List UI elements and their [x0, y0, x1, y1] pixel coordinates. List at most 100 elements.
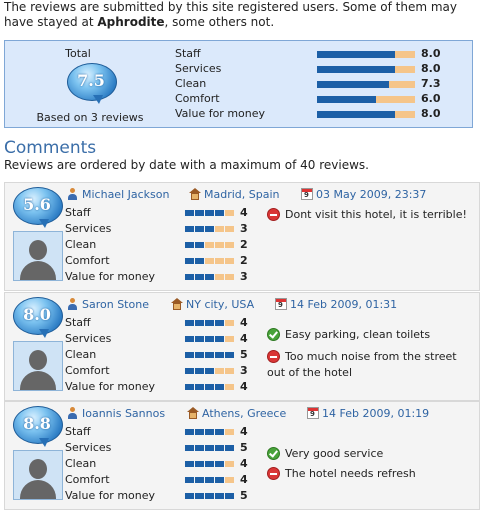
rating-segment — [205, 336, 214, 342]
rating-segment — [205, 368, 214, 374]
reviewer-name[interactable]: Saron Stone — [67, 297, 149, 313]
rating-segment — [215, 210, 224, 216]
check-icon — [267, 328, 280, 341]
summary-criterion: Staff 8.0 — [175, 46, 475, 62]
criterion-label: Staff — [65, 206, 91, 219]
check-icon — [267, 447, 280, 460]
rating-bar — [317, 81, 415, 88]
rating-segment — [195, 320, 204, 326]
positive-comment: Very good service — [267, 446, 475, 462]
rating-segment — [215, 445, 224, 451]
rating-segment — [225, 336, 234, 342]
reviewer-location-text: Athens, Greece — [202, 407, 287, 420]
rating-segment — [215, 242, 224, 248]
criterion-score: 4 — [240, 425, 248, 438]
criterion-label: Value for money — [65, 380, 156, 393]
review-date: 14 Feb 2009, 01:19 — [307, 406, 429, 422]
rating-segment — [195, 368, 204, 374]
rating-segment — [185, 274, 194, 280]
review-score: 5.6 — [23, 195, 51, 214]
summary-criterion: Value for money 8.0 — [175, 106, 475, 122]
rating-segment — [185, 445, 194, 451]
rating-segments — [185, 258, 235, 264]
review-score-bubble: 5.6 — [13, 187, 63, 229]
review-date-text: 14 Feb 2009, 01:19 — [322, 407, 430, 420]
criterion-label: Comfort — [65, 473, 110, 486]
rating-bar-fill — [317, 66, 396, 73]
rating-bar-fill — [317, 96, 376, 103]
rating-segments — [185, 352, 235, 358]
rating-segments — [185, 429, 235, 435]
reviewer-name-text[interactable]: Michael Jackson — [82, 188, 170, 201]
rating-segments — [185, 384, 235, 390]
review-criterion: Comfort 3 — [65, 363, 285, 379]
rating-segment — [185, 242, 194, 248]
criterion-label: Comfort — [65, 254, 110, 267]
home-icon — [189, 188, 201, 200]
rating-segment — [205, 226, 214, 232]
criterion-score: 2 — [240, 254, 248, 267]
rating-segment — [185, 384, 194, 390]
rating-segments — [185, 368, 235, 374]
rating-segment — [225, 384, 234, 390]
home-icon — [171, 298, 183, 310]
reviewer-location-text: NY city, USA — [186, 298, 255, 311]
avatar — [13, 341, 63, 391]
rating-segment — [185, 368, 194, 374]
comment-text: Dont visit this hotel, it is terrible! — [285, 208, 467, 221]
rating-segment — [195, 258, 204, 264]
criterion-label: Staff — [175, 47, 201, 60]
reviewer-location: Athens, Greece — [187, 406, 286, 422]
reviewer-name-text[interactable]: Saron Stone — [82, 298, 149, 311]
criterion-label: Value for money — [65, 270, 156, 283]
reviewer-name[interactable]: Ioannis Sannos — [67, 406, 165, 422]
rating-segment — [185, 320, 194, 326]
rating-bar — [317, 96, 415, 103]
rating-segment — [185, 210, 194, 216]
comments-subtitle: Reviews are ordered by date with a maxim… — [4, 158, 369, 172]
reviewer-name-text[interactable]: Ioannis Sannos — [82, 407, 166, 420]
reviewer-name[interactable]: Michael Jackson — [67, 187, 169, 203]
review-criterion: Services 5 — [65, 440, 285, 456]
calendar-icon — [301, 188, 313, 200]
rating-segment — [195, 429, 204, 435]
intro-text: The reviews are submitted by this site r… — [4, 0, 480, 30]
negative-comment: Too much noise from the street out of th… — [267, 349, 475, 381]
rating-segment — [195, 336, 204, 342]
rating-segment — [215, 429, 224, 435]
rating-segment — [205, 493, 214, 499]
review-criterion: Comfort 4 — [65, 472, 285, 488]
rating-segment — [195, 274, 204, 280]
rating-segment — [205, 258, 214, 264]
minus-icon — [267, 350, 280, 363]
rating-segment — [225, 477, 234, 483]
rating-segment — [195, 352, 204, 358]
rating-bar-fill — [317, 51, 396, 58]
rating-segment — [225, 461, 234, 467]
rating-segment — [195, 210, 204, 216]
criterion-score: 5 — [240, 489, 248, 502]
criterion-score: 3 — [240, 364, 248, 377]
criterion-label: Clean — [65, 238, 97, 251]
review-criterion: Services 3 — [65, 221, 285, 237]
review-criterion: Services 4 — [65, 331, 285, 347]
rating-segment — [225, 226, 234, 232]
review-criterion: Staff 4 — [65, 205, 285, 221]
summary-criterion: Services 8.0 — [175, 61, 475, 77]
criterion-label: Services — [175, 62, 222, 75]
rating-bar — [317, 66, 415, 73]
rating-segments — [185, 445, 235, 451]
review-card: 8.8 Ioannis Sannos Athens, Greece 14 Feb 20… — [4, 401, 480, 510]
rating-segments — [185, 477, 235, 483]
user-icon — [67, 407, 79, 419]
rating-segment — [215, 384, 224, 390]
rating-segment — [215, 352, 224, 358]
comment-text: The hotel needs refresh — [285, 467, 416, 480]
review-date: 03 May 2009, 23:37 — [301, 187, 426, 203]
rating-segment — [215, 368, 224, 374]
user-icon — [67, 298, 79, 310]
criterion-label: Clean — [175, 77, 207, 90]
total-score-bubble: 7.5 — [67, 63, 117, 105]
rating-segment — [225, 274, 234, 280]
criterion-score: 3 — [240, 222, 248, 235]
